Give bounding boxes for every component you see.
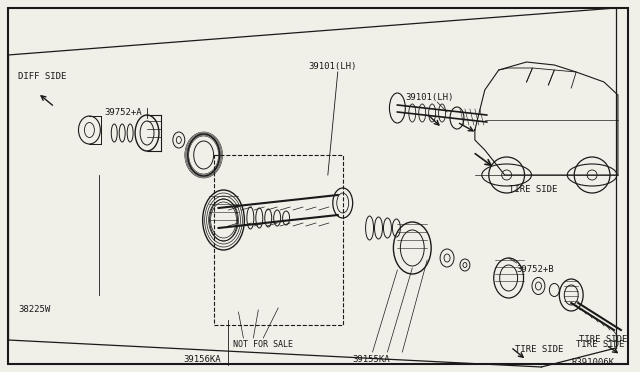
Text: 39156KA: 39156KA	[184, 355, 221, 364]
Text: 39101(LH): 39101(LH)	[405, 93, 454, 102]
Text: 39155KA: 39155KA	[353, 355, 390, 364]
Text: 39101(LH): 39101(LH)	[308, 62, 356, 71]
Text: TIRE SIDE: TIRE SIDE	[576, 340, 625, 349]
Text: R391006K: R391006K	[572, 358, 614, 367]
Text: TIRE SIDE: TIRE SIDE	[515, 345, 563, 354]
Text: TIRE SIDE: TIRE SIDE	[579, 335, 628, 344]
Text: NOT FOR SALE: NOT FOR SALE	[234, 340, 294, 349]
Text: 39752+A: 39752+A	[104, 108, 142, 117]
Text: TIRE SIDE: TIRE SIDE	[509, 185, 557, 194]
Bar	[214, 155, 343, 325]
Text: DIFF SIDE: DIFF SIDE	[18, 72, 67, 81]
Text: 38225W: 38225W	[18, 305, 50, 314]
Text: 39752+B: 39752+B	[516, 265, 554, 274]
